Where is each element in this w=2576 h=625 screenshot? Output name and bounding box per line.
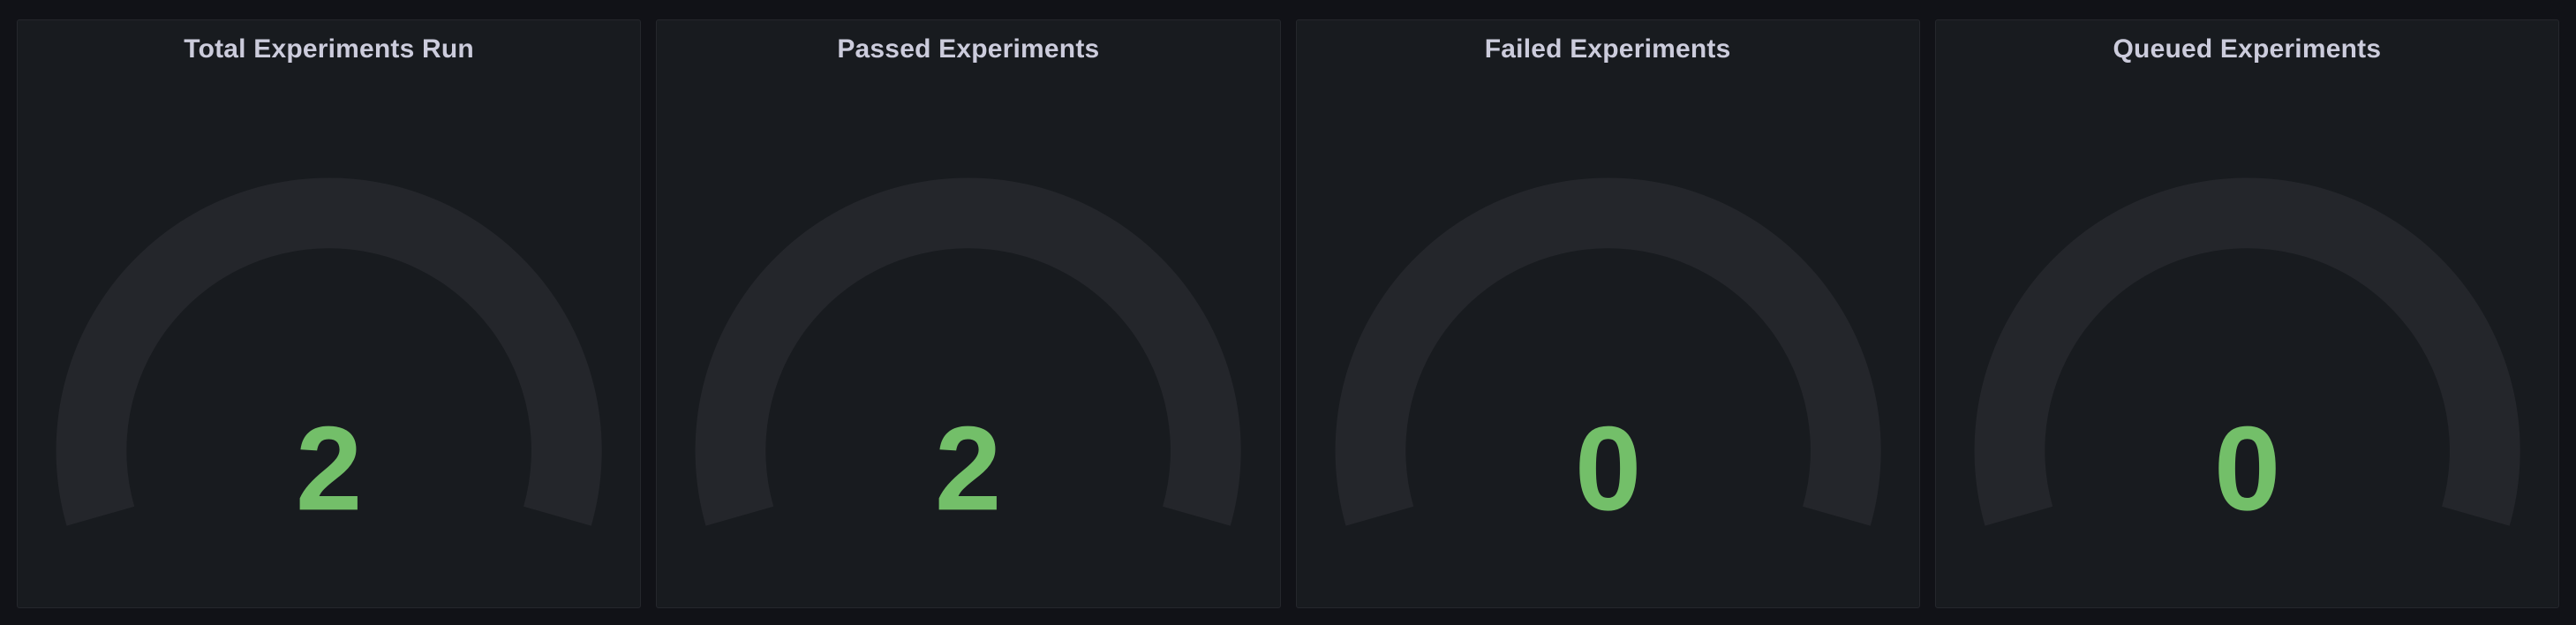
gauge-chart: 0 xyxy=(1974,177,2520,535)
panel-title[interactable]: Queued Experiments xyxy=(2113,34,2382,64)
gauge-chart: 0 xyxy=(1335,177,1881,535)
gauge-track-arc xyxy=(695,177,1241,526)
panel-total-experiments-run: Total Experiments Run 2 xyxy=(17,19,642,608)
gauge-track-arc xyxy=(1974,177,2520,526)
gauge-value: 2 xyxy=(935,401,1001,535)
panel-passed-experiments: Passed Experiments 2 xyxy=(656,19,1281,608)
panel-title[interactable]: Total Experiments Run xyxy=(184,34,474,64)
panel-title[interactable]: Failed Experiments xyxy=(1484,34,1731,64)
gauge-chart: 2 xyxy=(695,177,1241,535)
panel-queued-experiments: Queued Experiments 0 xyxy=(1934,19,2559,608)
panel-title[interactable]: Passed Experiments xyxy=(837,34,1100,64)
gauge-track-arc xyxy=(56,177,602,526)
panel-failed-experiments: Failed Experiments 0 xyxy=(1295,19,1920,608)
gauge-value: 2 xyxy=(296,401,362,535)
gauge-value: 0 xyxy=(2214,401,2280,535)
gauge-chart: 2 xyxy=(56,177,602,535)
gauge-track-arc xyxy=(1335,177,1881,526)
gauge-value: 0 xyxy=(1574,401,1640,535)
